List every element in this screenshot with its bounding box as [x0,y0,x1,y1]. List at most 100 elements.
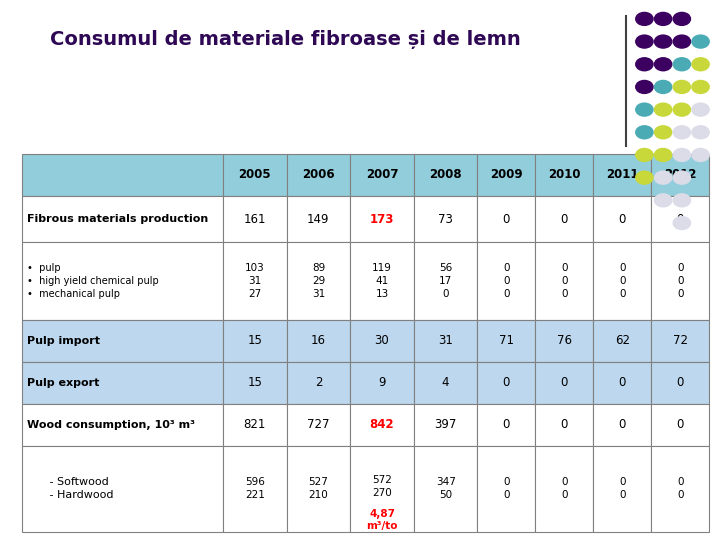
Text: Fibrous materials production: Fibrous materials production [27,214,209,224]
Bar [477,446,536,532]
Text: 0
0: 0 0 [503,477,510,501]
Bar [287,196,350,242]
Text: 527
210: 527 210 [308,477,328,501]
Circle shape [673,126,690,139]
Text: 149: 149 [307,213,330,226]
Text: 2005: 2005 [238,168,271,181]
Bar [593,362,652,404]
Text: 103
31
27: 103 31 27 [245,263,265,299]
Bar [287,446,350,532]
Bar [477,404,536,446]
Text: 173: 173 [370,213,394,226]
Text: 0: 0 [503,213,510,226]
Bar [22,446,223,532]
Text: 0: 0 [677,213,684,226]
Circle shape [636,58,653,71]
Circle shape [692,103,709,116]
Bar [22,362,223,404]
Text: 16: 16 [311,334,326,347]
Text: 2009: 2009 [490,168,523,181]
Bar [223,320,287,362]
Bar [223,446,287,532]
Text: 2: 2 [315,376,322,389]
Text: 2010: 2010 [548,168,580,181]
Text: Pulp import: Pulp import [27,336,100,346]
Circle shape [636,126,653,139]
Circle shape [654,80,672,93]
Text: 0
0
0: 0 0 0 [677,263,683,299]
Text: 347
50: 347 50 [436,477,456,501]
Circle shape [636,103,653,116]
Text: 56
17
0: 56 17 0 [439,263,452,299]
Circle shape [654,12,672,25]
Text: 30: 30 [374,334,390,347]
Text: 0
0
0: 0 0 0 [619,263,626,299]
Text: 0: 0 [503,376,510,389]
Circle shape [692,126,709,139]
Text: 2006: 2006 [302,168,335,181]
Bar [223,362,287,404]
Bar [223,404,287,446]
Text: Consumul de materiale fibroase și de lemn: Consumul de materiale fibroase și de lem… [50,30,521,49]
Text: 821: 821 [243,418,266,431]
Text: 0: 0 [561,418,568,431]
Text: 2012: 2012 [664,168,696,181]
Bar [287,404,350,446]
Circle shape [673,217,690,230]
Text: 0: 0 [677,418,684,431]
Text: 0: 0 [618,213,626,226]
Text: 0: 0 [677,376,684,389]
Text: 0
0: 0 0 [619,477,626,501]
Bar [350,242,414,320]
Circle shape [673,103,690,116]
Bar [223,154,287,196]
Text: 89
29
31: 89 29 31 [312,263,325,299]
Text: 73: 73 [438,213,453,226]
Bar [536,320,593,362]
Bar [287,242,350,320]
Circle shape [636,80,653,93]
Bar [414,196,477,242]
Text: 72: 72 [672,334,688,347]
Bar [22,242,223,320]
Bar [350,362,414,404]
Circle shape [636,148,653,161]
Text: 842: 842 [369,418,395,431]
Circle shape [654,171,672,184]
Bar [593,446,652,532]
Bar [414,242,477,320]
Text: 2007: 2007 [366,168,398,181]
Circle shape [654,58,672,71]
Text: 4: 4 [442,376,449,389]
Text: 0
0
0: 0 0 0 [503,263,510,299]
Bar [350,446,414,532]
Text: Wood consumption, 10³ m³: Wood consumption, 10³ m³ [27,420,195,430]
Text: 0: 0 [618,376,626,389]
Text: 596
221: 596 221 [245,477,265,501]
Circle shape [692,148,709,161]
Bar [414,446,477,532]
Bar [652,404,709,446]
Text: 31: 31 [438,334,453,347]
Text: 15: 15 [248,376,262,389]
Text: 727: 727 [307,418,330,431]
Bar [22,196,223,242]
Text: 62: 62 [615,334,630,347]
Circle shape [673,35,690,48]
Circle shape [673,58,690,71]
Text: 0: 0 [561,213,568,226]
Text: •  pulp
•  high yield chemical pulp
•  mechanical pulp: • pulp • high yield chemical pulp • mech… [27,263,159,299]
Bar [414,154,477,196]
Bar [593,196,652,242]
Text: 397: 397 [434,418,456,431]
Text: 0: 0 [503,418,510,431]
Circle shape [654,103,672,116]
Circle shape [654,194,672,207]
Circle shape [654,126,672,139]
Bar [22,404,223,446]
Circle shape [636,12,653,25]
Text: 0
0: 0 0 [561,477,567,501]
Bar [477,242,536,320]
Bar [350,196,414,242]
Bar [350,154,414,196]
